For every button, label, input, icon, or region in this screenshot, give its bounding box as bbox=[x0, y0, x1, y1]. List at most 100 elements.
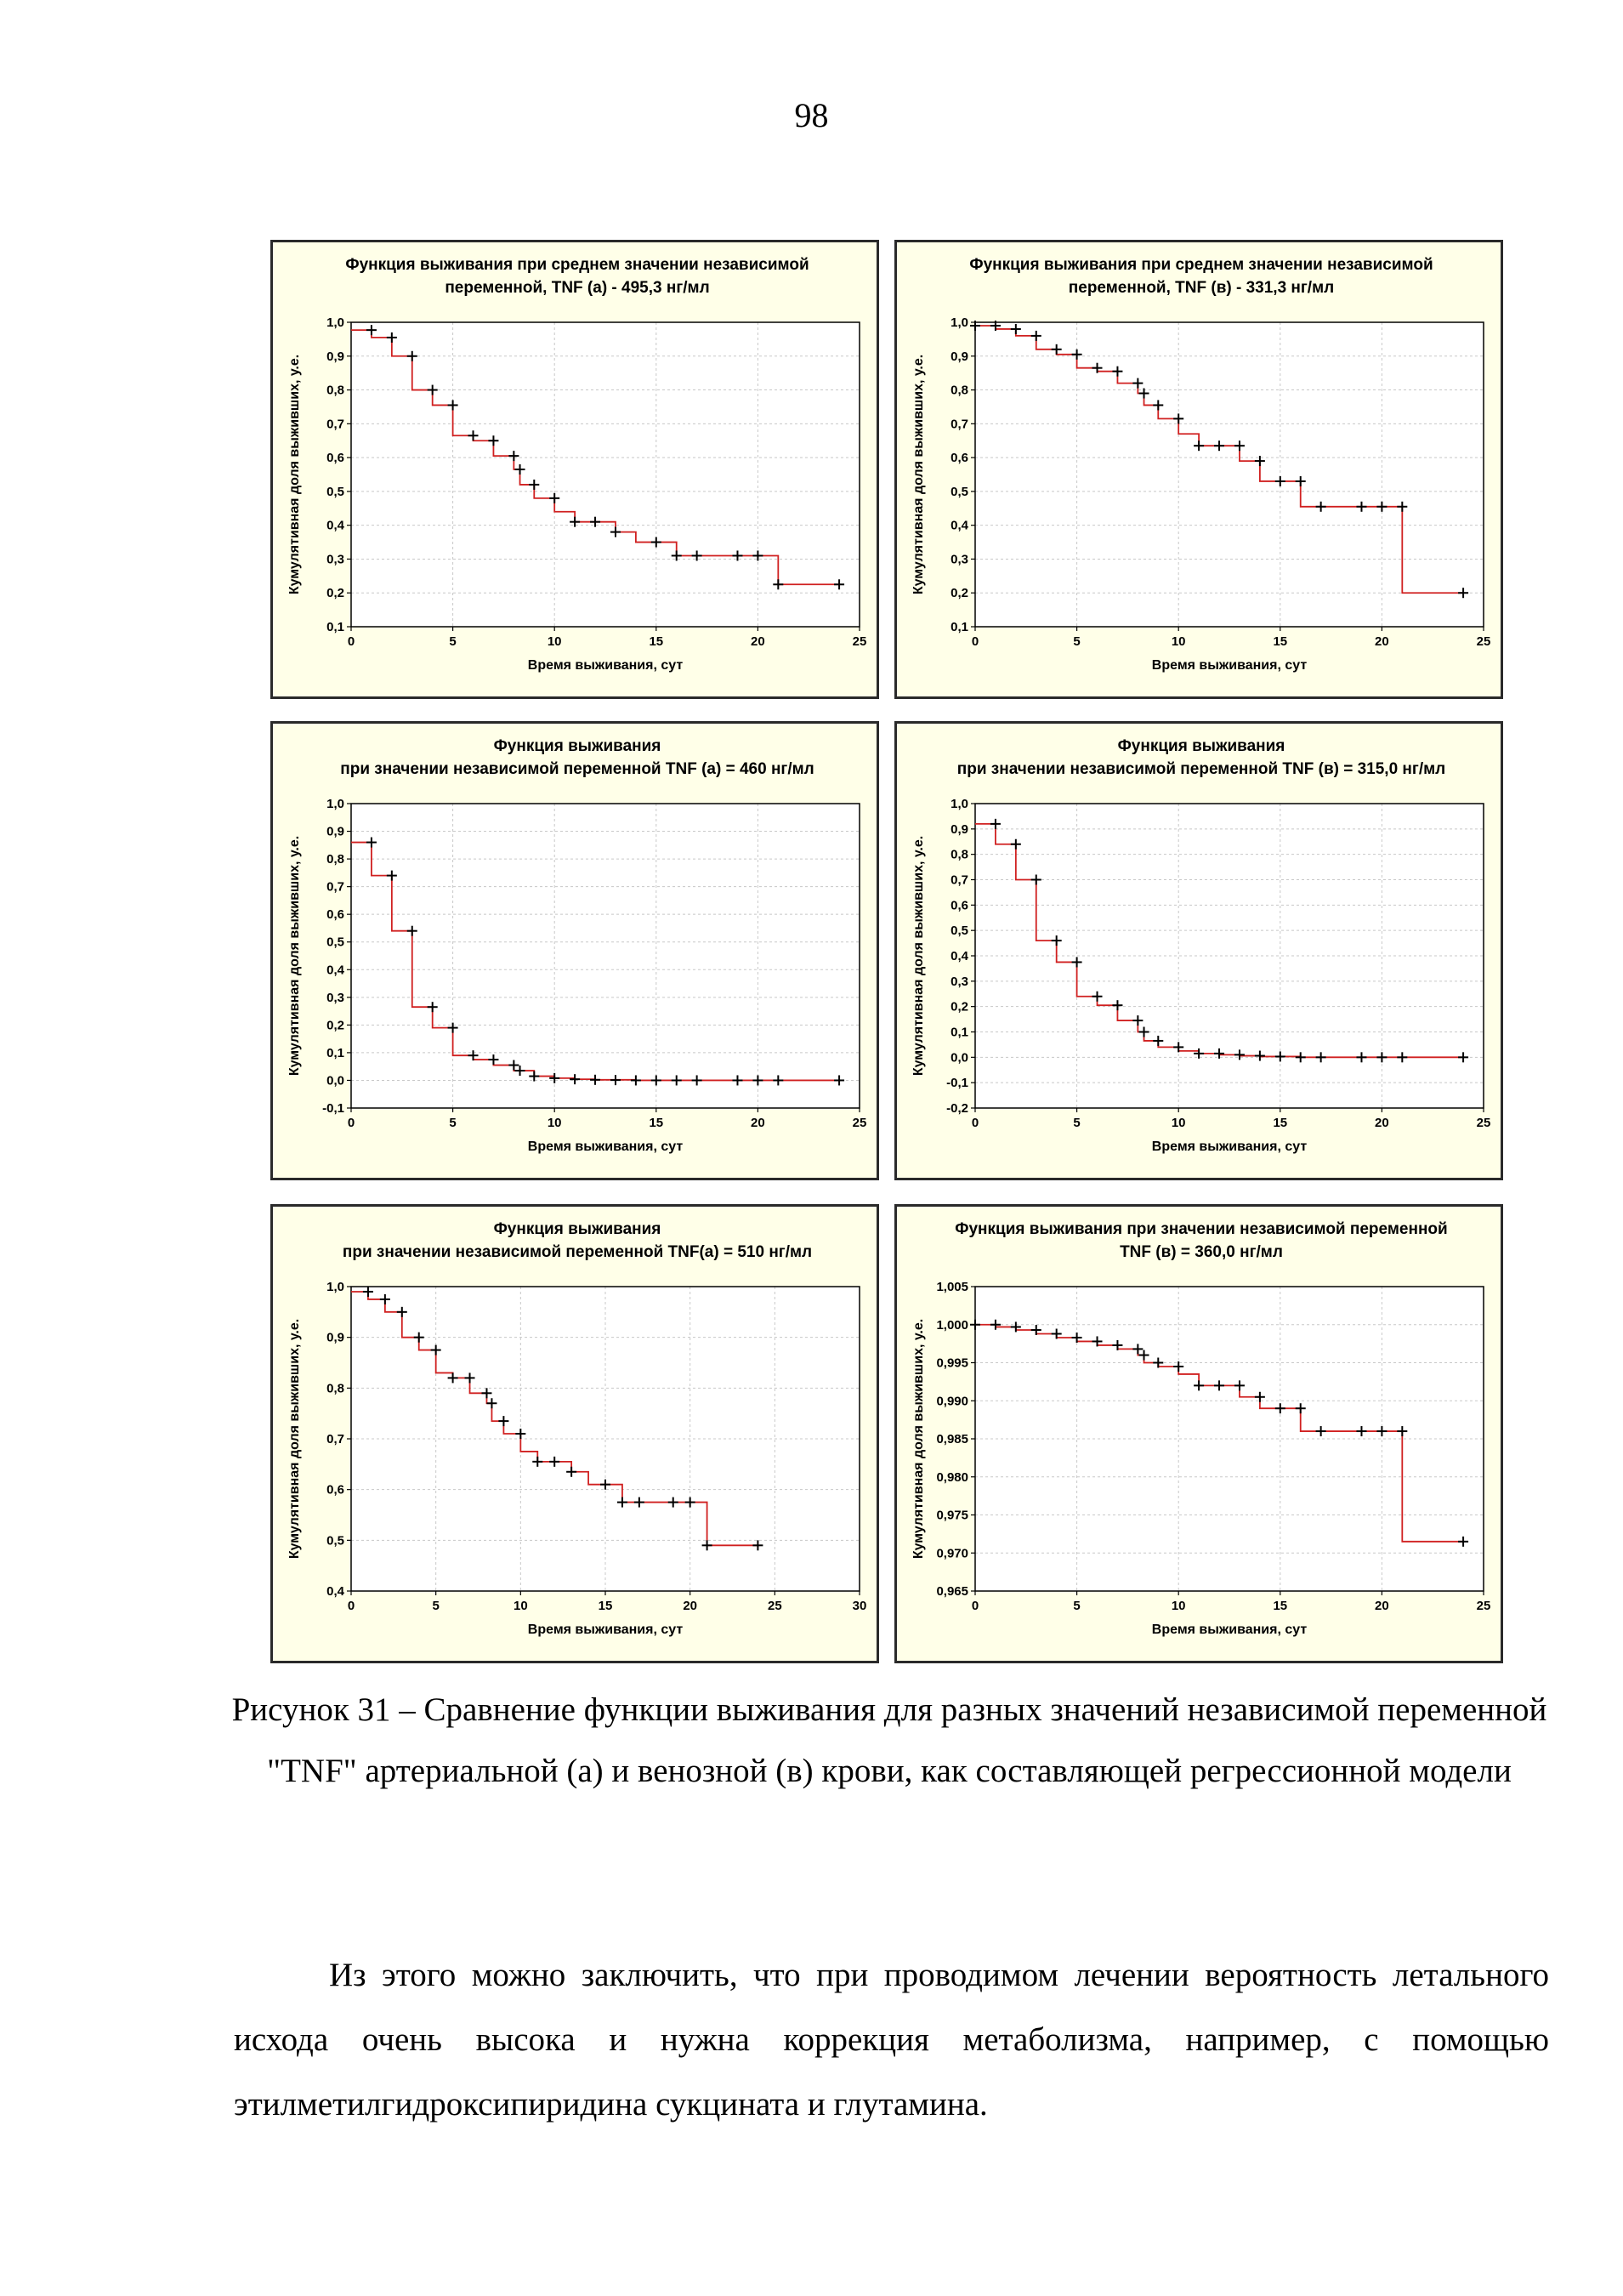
y-tick-label: 1,0 bbox=[951, 315, 968, 330]
censored-marker bbox=[362, 1286, 373, 1297]
plot-area bbox=[351, 322, 860, 627]
x-tick-label: 15 bbox=[649, 1116, 663, 1130]
page-number: 98 bbox=[794, 96, 829, 134]
y-tick-label: 0,6 bbox=[951, 898, 968, 912]
survival-chart-arterial-460: Функция выживания при значении независимо… bbox=[270, 721, 879, 1180]
censored-marker bbox=[650, 1075, 661, 1086]
plot-area bbox=[351, 804, 860, 1108]
x-tick-label: 0 bbox=[348, 634, 355, 649]
x-tick-label: 10 bbox=[548, 634, 562, 649]
y-tick-label: 0,975 bbox=[936, 1509, 968, 1523]
y-tick-label: 0,0 bbox=[951, 1050, 968, 1065]
censored-marker bbox=[1274, 1051, 1285, 1062]
censored-marker bbox=[1194, 1380, 1205, 1391]
censored-marker bbox=[1214, 440, 1225, 452]
y-tick-label: 0,2 bbox=[951, 586, 968, 600]
y-tick-label: 0,2 bbox=[326, 586, 344, 600]
x-axis-label: Время выживания, сут bbox=[528, 1623, 684, 1637]
y-tick-label: 0,3 bbox=[326, 552, 344, 566]
censored-marker bbox=[430, 1344, 441, 1355]
censored-marker bbox=[701, 1540, 712, 1551]
censored-marker bbox=[590, 516, 601, 527]
y-tick-label: 0,970 bbox=[936, 1546, 968, 1560]
y-tick-label: 1,0 bbox=[326, 315, 344, 330]
censored-marker bbox=[1458, 1052, 1469, 1063]
censored-marker bbox=[1356, 1426, 1367, 1437]
x-axis-label: Время выживания, сут bbox=[528, 658, 684, 673]
y-tick-label: 0,9 bbox=[326, 1331, 344, 1345]
y-tick-label: 1,0 bbox=[326, 1280, 344, 1294]
y-tick-label: -0,1 bbox=[946, 1076, 968, 1090]
censored-marker bbox=[600, 1479, 610, 1490]
censored-marker bbox=[1071, 349, 1082, 360]
y-tick-label: 0,6 bbox=[326, 907, 344, 922]
censored-marker bbox=[1010, 323, 1021, 334]
censored-marker bbox=[1214, 1380, 1225, 1391]
chart-svg: Функция выживания при значении независимо… bbox=[287, 1220, 866, 1637]
y-tick-label: 0,6 bbox=[951, 451, 968, 465]
y-tick-label: 0,1 bbox=[951, 1026, 968, 1040]
y-tick-label: 0,2 bbox=[951, 1000, 968, 1014]
y-tick-label: 0,6 bbox=[326, 1483, 344, 1498]
x-tick-label: 20 bbox=[1375, 634, 1389, 649]
x-tick-label: 25 bbox=[1477, 1599, 1491, 1613]
censored-marker bbox=[1295, 475, 1306, 486]
censored-marker bbox=[508, 1060, 519, 1071]
censored-marker bbox=[970, 320, 980, 331]
y-tick-label: 0,990 bbox=[936, 1394, 968, 1408]
censored-marker bbox=[464, 1372, 475, 1384]
y-tick-label: 0,0 bbox=[326, 1073, 344, 1088]
censored-marker bbox=[1376, 501, 1387, 512]
censored-marker bbox=[386, 332, 397, 343]
y-tick-label: 0,4 bbox=[951, 949, 969, 963]
x-axis-label: Время выживания, сут bbox=[1152, 1139, 1308, 1154]
censored-marker bbox=[1397, 501, 1408, 512]
y-tick-label: 0,995 bbox=[936, 1356, 968, 1371]
y-tick-label: 0,7 bbox=[326, 880, 344, 895]
chart-svg: Функция выживания при значении независим… bbox=[911, 1220, 1491, 1637]
x-tick-label: 0 bbox=[348, 1599, 355, 1613]
y-tick-label: 0,980 bbox=[936, 1470, 968, 1485]
censored-marker bbox=[1234, 1380, 1245, 1391]
y-tick-label: 0,4 bbox=[326, 519, 345, 533]
x-tick-label: 5 bbox=[1073, 1599, 1080, 1613]
censored-marker bbox=[488, 435, 499, 446]
censored-marker bbox=[1132, 1015, 1143, 1026]
censored-marker bbox=[1376, 1426, 1387, 1437]
censored-marker bbox=[549, 1456, 560, 1467]
censored-marker bbox=[1274, 475, 1285, 486]
censored-marker bbox=[366, 325, 377, 336]
censored-marker bbox=[1051, 1328, 1062, 1339]
plot-area bbox=[975, 804, 1484, 1108]
censored-marker bbox=[633, 1497, 644, 1508]
censored-marker bbox=[488, 1054, 499, 1066]
censored-marker bbox=[1234, 1049, 1245, 1060]
y-tick-label: -0,2 bbox=[946, 1101, 968, 1116]
chart-title: Функция выживания bbox=[494, 1220, 661, 1238]
y-tick-label: 0,4 bbox=[326, 963, 345, 977]
x-tick-label: 25 bbox=[853, 1116, 867, 1130]
censored-marker bbox=[990, 320, 1001, 331]
censored-marker bbox=[1356, 1052, 1367, 1063]
y-tick-label: 0,985 bbox=[936, 1432, 968, 1446]
censored-marker bbox=[427, 384, 438, 395]
y-tick-label: 0,965 bbox=[936, 1584, 968, 1599]
censored-marker bbox=[406, 350, 417, 361]
censored-marker bbox=[1051, 344, 1062, 355]
chart-title: TNF (в) = 360,0 нг/мл bbox=[1120, 1243, 1283, 1261]
y-tick-label: 0,8 bbox=[326, 852, 344, 867]
chart-title: переменной, TNF (в) - 331,3 нг/мл bbox=[1069, 279, 1334, 297]
censored-marker bbox=[566, 1466, 577, 1477]
censored-marker bbox=[549, 1072, 560, 1083]
x-tick-label: 5 bbox=[1073, 634, 1080, 649]
censored-marker bbox=[1030, 874, 1041, 885]
x-tick-label: 5 bbox=[449, 1116, 456, 1130]
x-tick-label: 0 bbox=[972, 1116, 979, 1130]
censored-marker bbox=[1092, 991, 1103, 1002]
censored-marker bbox=[366, 837, 377, 848]
censored-marker bbox=[684, 1497, 695, 1508]
x-tick-label: 20 bbox=[683, 1599, 697, 1613]
censored-marker bbox=[514, 1066, 525, 1077]
y-tick-label: 0,5 bbox=[326, 935, 344, 950]
censored-marker bbox=[1397, 1426, 1408, 1437]
